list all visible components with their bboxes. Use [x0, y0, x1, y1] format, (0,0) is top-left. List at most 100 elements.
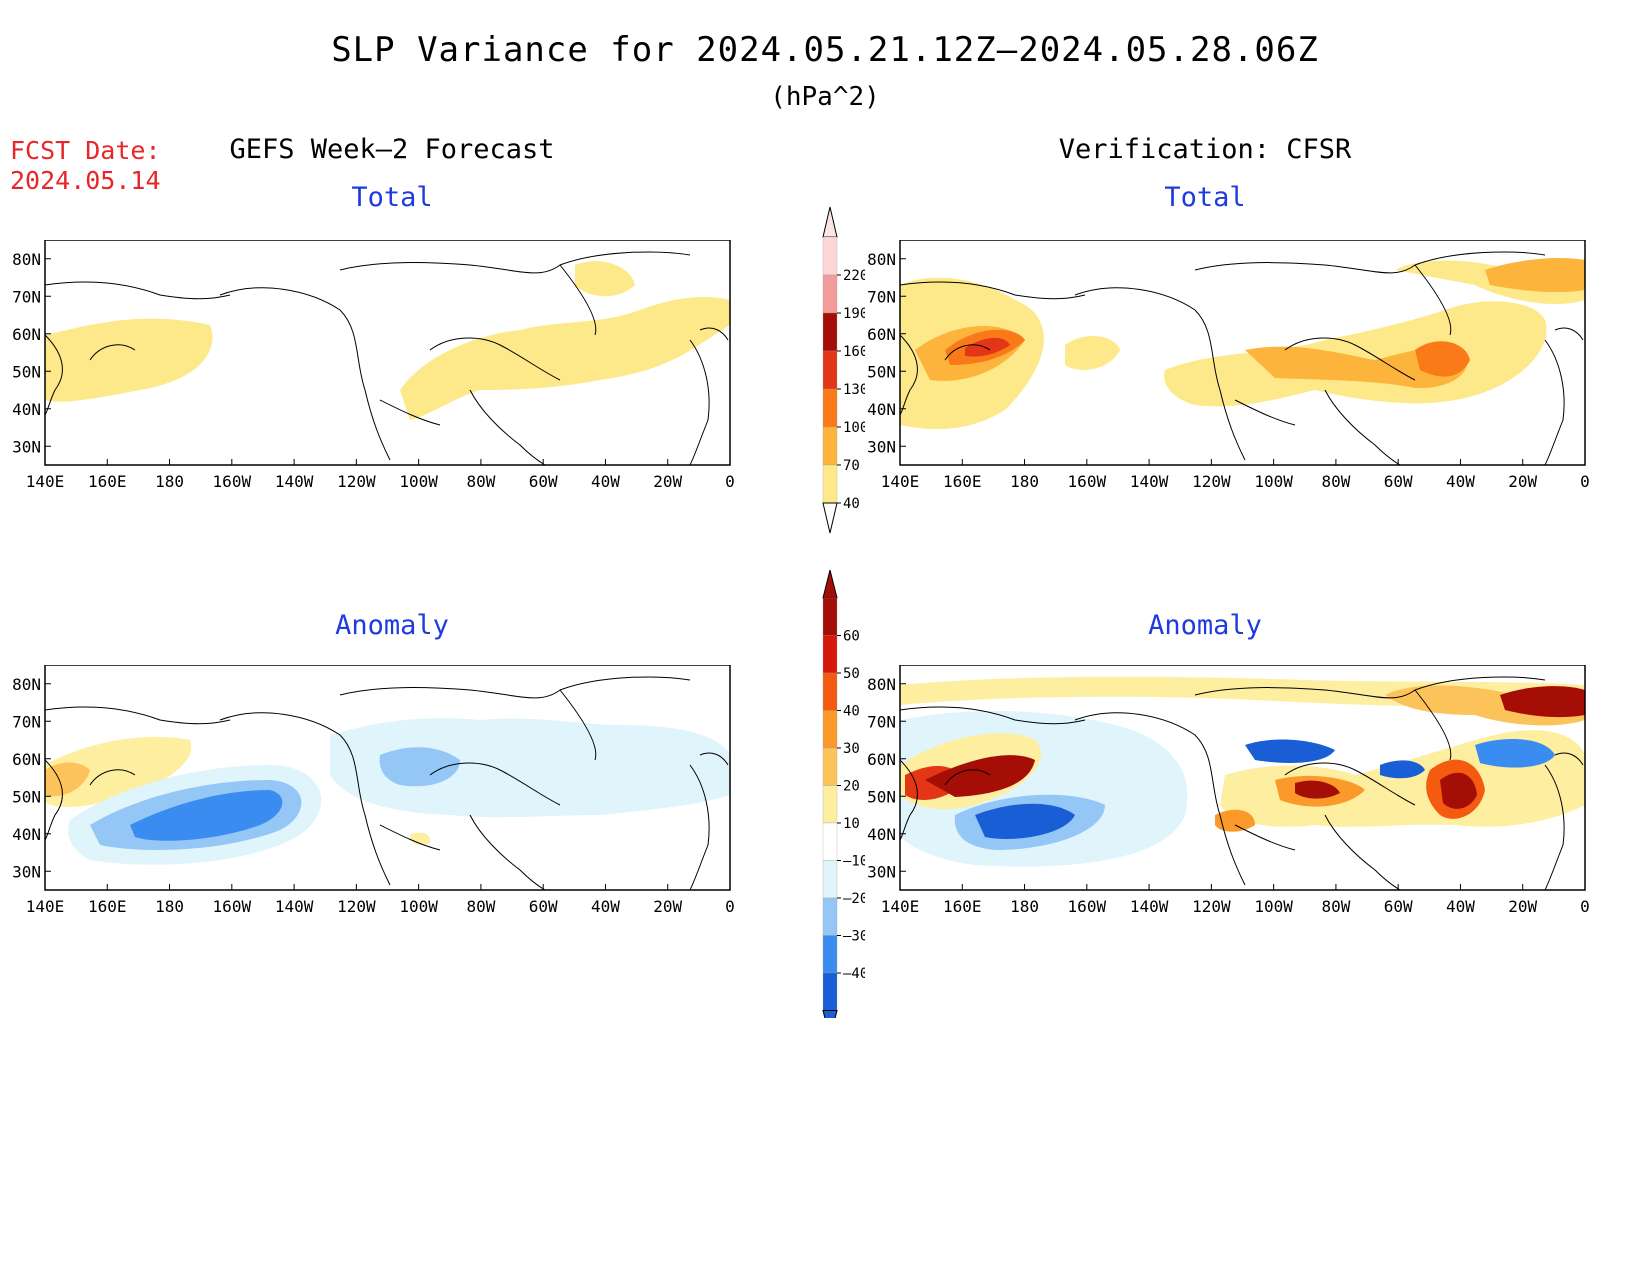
colorbar-segment — [822, 935, 838, 974]
lon-tick-label: 160E — [943, 472, 982, 491]
lat-tick-label: 80N — [12, 675, 41, 694]
left-total-subtitle: Total — [351, 182, 433, 213]
coastline-segment — [339, 676, 691, 699]
colorbar-arrow-top — [822, 206, 838, 238]
field-contour — [1500, 686, 1585, 718]
lon-tick-label: 140E — [26, 897, 65, 916]
coastline-segment — [1284, 337, 1416, 381]
lon-tick-label: 140W — [275, 897, 314, 916]
coastline-segment — [1544, 764, 1565, 891]
colorbar-arrow-bottom — [822, 502, 838, 534]
colorbar-arrow-top — [822, 569, 838, 599]
lon-tick-label: 40W — [591, 897, 620, 916]
left-anomaly-subtitle: Anomaly — [335, 610, 449, 641]
lon-tick-label: 60W — [1384, 472, 1413, 491]
lat-tick-label: 70N — [867, 287, 896, 306]
lat-tick-label: 70N — [867, 712, 896, 731]
lat-tick-label: 60N — [12, 750, 41, 769]
field-contour — [1380, 760, 1425, 779]
coastline-segment — [429, 337, 561, 381]
colorbar-segment — [822, 972, 838, 1011]
colorbar-segment — [822, 597, 838, 636]
lon-tick-label: 20W — [653, 472, 682, 491]
coastline-segment — [1194, 676, 1546, 699]
field-contour — [1475, 739, 1555, 768]
colorbar-label: 20 — [843, 779, 860, 795]
field-contour — [1065, 335, 1120, 370]
colorbar-segment — [822, 274, 838, 314]
field-contour — [45, 318, 213, 402]
lon-tick-label: 60W — [529, 897, 558, 916]
coastline-segment — [944, 344, 991, 361]
coastline-segment — [689, 764, 710, 891]
lon-tick-label: 0 — [725, 472, 735, 491]
map-verification-total: 80N 70N 60N 50N 40N 30N 140E 160E 180 160W 140W 120… — [867, 240, 1590, 491]
left-column-title: GEFS Week–2 Forecast — [229, 134, 555, 165]
lon-tick-label: 120W — [1192, 472, 1231, 491]
colorbar-label: 130 — [843, 382, 865, 398]
lat-tick-label: 40N — [12, 400, 41, 419]
colorbar-segment — [822, 426, 838, 466]
lon-tick-label: 20W — [653, 897, 682, 916]
lon-tick-label: 180 — [1010, 472, 1039, 491]
lat-tick-label: 40N — [12, 825, 41, 844]
lon-tick-label: 140E — [881, 472, 920, 491]
colorbar-label: –20 — [843, 891, 865, 907]
field-contour — [330, 718, 730, 818]
map-frame — [899, 665, 1586, 891]
colorbar-label: 160 — [843, 344, 865, 360]
colorbar-segment — [822, 897, 838, 936]
field-contour — [45, 736, 192, 808]
map-forecast-anomaly: 80N 70N 60N 50N 40N 30N 140E 160E 180 160W 140W 120… — [12, 665, 735, 916]
lon-tick-label: 120W — [1192, 897, 1231, 916]
lon-tick-label: 0 — [1580, 472, 1590, 491]
lon-tick-label: 120W — [337, 897, 376, 916]
field-contour — [400, 297, 730, 420]
coastline-segment — [899, 706, 1086, 725]
coastline-segment — [899, 281, 1086, 300]
colorbar-segment — [822, 350, 838, 390]
lon-tick-label: 60W — [1384, 897, 1413, 916]
coastline-segment — [469, 814, 546, 891]
lon-tick-label: 120W — [337, 472, 376, 491]
lat-tick-label: 80N — [867, 675, 896, 694]
colorbar-segment — [822, 785, 838, 824]
lat-tick-label: 50N — [12, 787, 41, 806]
lon-tick-label: 160E — [88, 897, 127, 916]
coastline-segment — [429, 762, 561, 806]
field-contour — [575, 261, 635, 297]
lon-tick-label: 140W — [1130, 897, 1169, 916]
lat-tick-label: 30N — [12, 862, 41, 881]
coastline-segment — [699, 327, 729, 341]
coastline-segment — [379, 399, 441, 426]
colorbar-segment — [822, 747, 838, 786]
coastline-segment — [689, 339, 710, 466]
coastline — [44, 251, 729, 466]
coastline-segment — [1554, 752, 1584, 766]
coastline-segment — [1414, 264, 1452, 336]
lat-tick-label: 50N — [867, 787, 896, 806]
colorbar-arrow-bottom — [822, 1010, 838, 1018]
lon-tick-label: 80W — [466, 472, 495, 491]
lon-tick-label: 140W — [275, 472, 314, 491]
map-frame — [44, 665, 731, 891]
lat-tick-label: 60N — [867, 750, 896, 769]
lon-tick-label: 160W — [213, 897, 252, 916]
main-title: SLP Variance for 2024.05.21.12Z–2024.05.… — [331, 30, 1319, 70]
lon-tick-label: 0 — [725, 897, 735, 916]
coastline — [899, 251, 1584, 466]
field-contour — [45, 762, 90, 797]
colorbar-segment — [822, 860, 838, 899]
colorbar-total: 40 70 100 130 160 190 220 — [822, 206, 865, 534]
lon-tick-label: 160E — [88, 472, 127, 491]
colorbar-segment — [822, 388, 838, 428]
right-column-title: Verification: CFSR — [1058, 134, 1352, 165]
colorbar-label: 10 — [843, 816, 860, 832]
right-total-subtitle: Total — [1164, 182, 1246, 213]
lon-tick-label: 180 — [155, 897, 184, 916]
lon-tick-label: 140E — [881, 897, 920, 916]
lon-tick-label: 100W — [399, 472, 438, 491]
field-shading — [45, 718, 730, 865]
lon-tick-label: 160W — [213, 472, 252, 491]
forecast-date-label: FCST Date: 2024.05.14 — [10, 136, 161, 196]
